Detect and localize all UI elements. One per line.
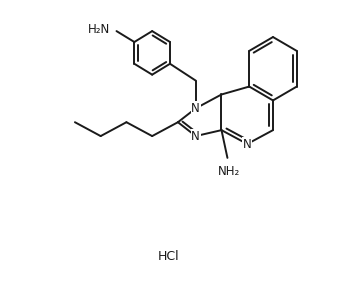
Text: N: N <box>192 102 200 115</box>
Text: H₂N: H₂N <box>87 23 110 36</box>
Text: NH₂: NH₂ <box>218 165 241 178</box>
Text: N: N <box>243 137 252 151</box>
Text: N: N <box>192 130 200 143</box>
Text: HCl: HCl <box>158 250 180 264</box>
